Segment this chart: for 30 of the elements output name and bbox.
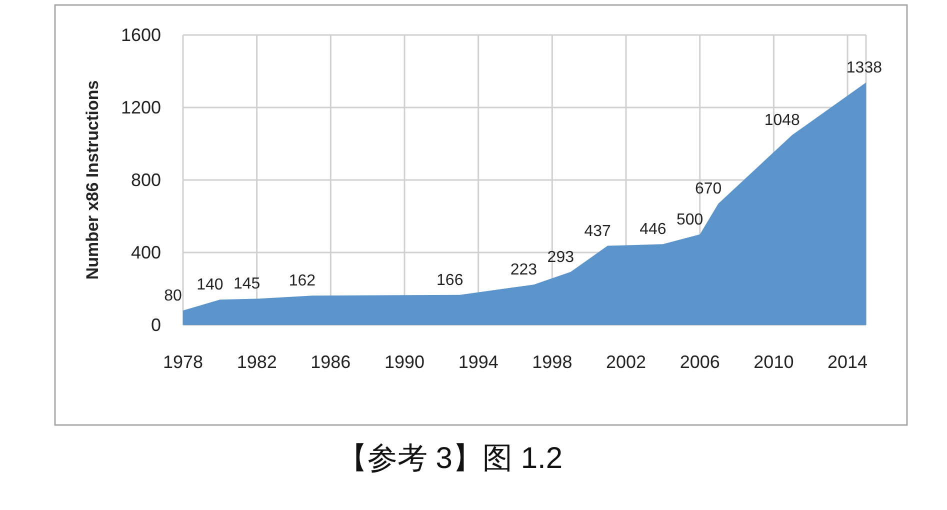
data-label: 1338 [846,59,882,76]
x-tick-label: 1978 [162,352,204,372]
x-tick-label: 1986 [310,352,351,372]
data-label: 293 [547,248,574,266]
text: 【参考 3】图 1.2 [337,442,563,475]
data-label: 437 [584,222,612,240]
x-tick-label: 1994 [458,352,498,372]
data-label: 500 [676,211,704,228]
data-label: 145 [233,276,260,293]
x-tick-label: 2010 [754,352,794,372]
x-tick-label: 1998 [532,352,572,372]
y-axis-title: Number x86 Instructions [83,80,102,280]
data-label: 670 [694,180,722,198]
data-label: 446 [640,221,666,238]
data-label: 166 [436,272,464,289]
data-label: 1048 [764,112,800,130]
y-tick-label: 1200 [120,98,161,118]
data-label: 162 [288,272,316,290]
x-tick-label: 2006 [680,352,720,372]
y-tick-label: 800 [130,170,161,190]
y-tick-label: 0 [150,315,161,335]
data-label: 80 [164,288,182,304]
x-tick-label: 2014 [828,352,868,372]
x-tick-label: 1990 [384,352,425,372]
data-label: 140 [196,276,224,294]
x-tick-label: 2002 [606,352,646,372]
data-label: 223 [510,262,538,279]
y-tick-label: 400 [130,242,161,262]
y-tick-label: 1600 [120,25,161,45]
x-tick-label: 1982 [236,352,277,372]
